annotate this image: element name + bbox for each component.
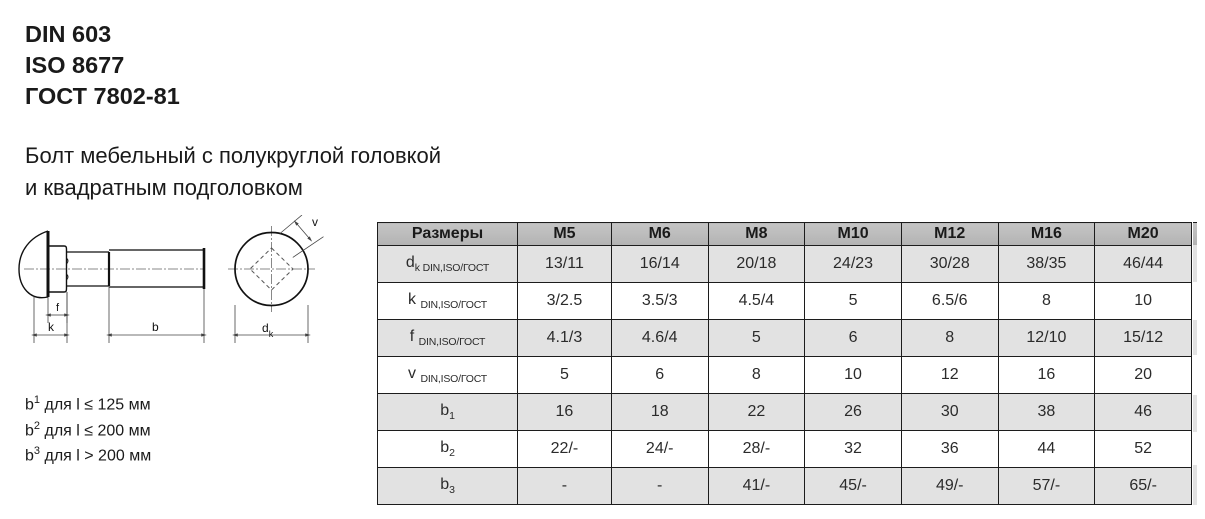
svg-text:f: f	[56, 302, 60, 314]
svg-text:v: v	[312, 215, 318, 229]
svg-text:b: b	[152, 320, 159, 334]
svg-text:dk: dk	[262, 321, 274, 339]
svg-text:k: k	[48, 320, 55, 334]
